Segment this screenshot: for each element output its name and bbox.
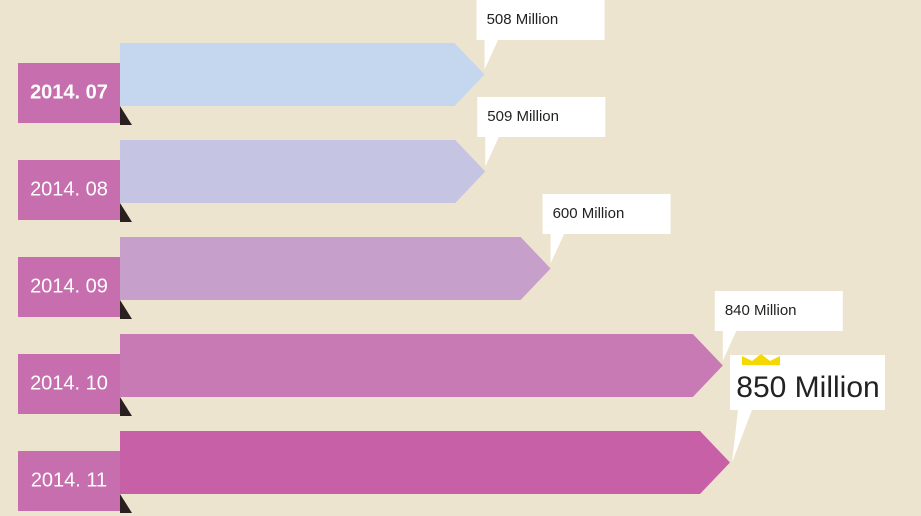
bar — [120, 43, 485, 106]
bar — [120, 334, 723, 397]
callout-tail — [722, 330, 737, 361]
tab-fold — [120, 300, 132, 319]
callout-tail — [550, 233, 565, 264]
crown — [742, 354, 780, 365]
value-label: 850 Million — [736, 371, 879, 404]
tab-fold — [120, 203, 132, 222]
tab-fold — [120, 397, 132, 416]
category-tab — [18, 257, 120, 317]
category-label: 2014. 11 — [31, 469, 107, 491]
bar — [120, 140, 486, 203]
tab-fold — [120, 106, 132, 125]
category-tab — [18, 354, 120, 414]
category-label: 2014. 10 — [30, 372, 108, 394]
bar — [120, 237, 551, 300]
callout — [476, 0, 605, 40]
bar — [120, 431, 730, 494]
value-label: 509 Million — [487, 108, 559, 125]
value-label: 508 Million — [487, 11, 559, 28]
category-tab — [18, 63, 120, 123]
callout-tail — [732, 410, 752, 463]
callout — [542, 194, 671, 234]
category-label: 2014. 09 — [30, 275, 108, 297]
value-label: 840 Million — [725, 302, 797, 319]
category-label: 2014. 07 — [30, 81, 108, 103]
callout — [477, 97, 606, 137]
tab-fold — [120, 494, 132, 513]
category-tab — [18, 451, 120, 511]
callout — [714, 291, 843, 331]
category-label: 2014. 08 — [30, 178, 108, 200]
category-tab — [18, 160, 120, 220]
callout-tail — [485, 136, 500, 167]
value-label: 600 Million — [553, 205, 625, 222]
callout-tail — [484, 39, 499, 70]
